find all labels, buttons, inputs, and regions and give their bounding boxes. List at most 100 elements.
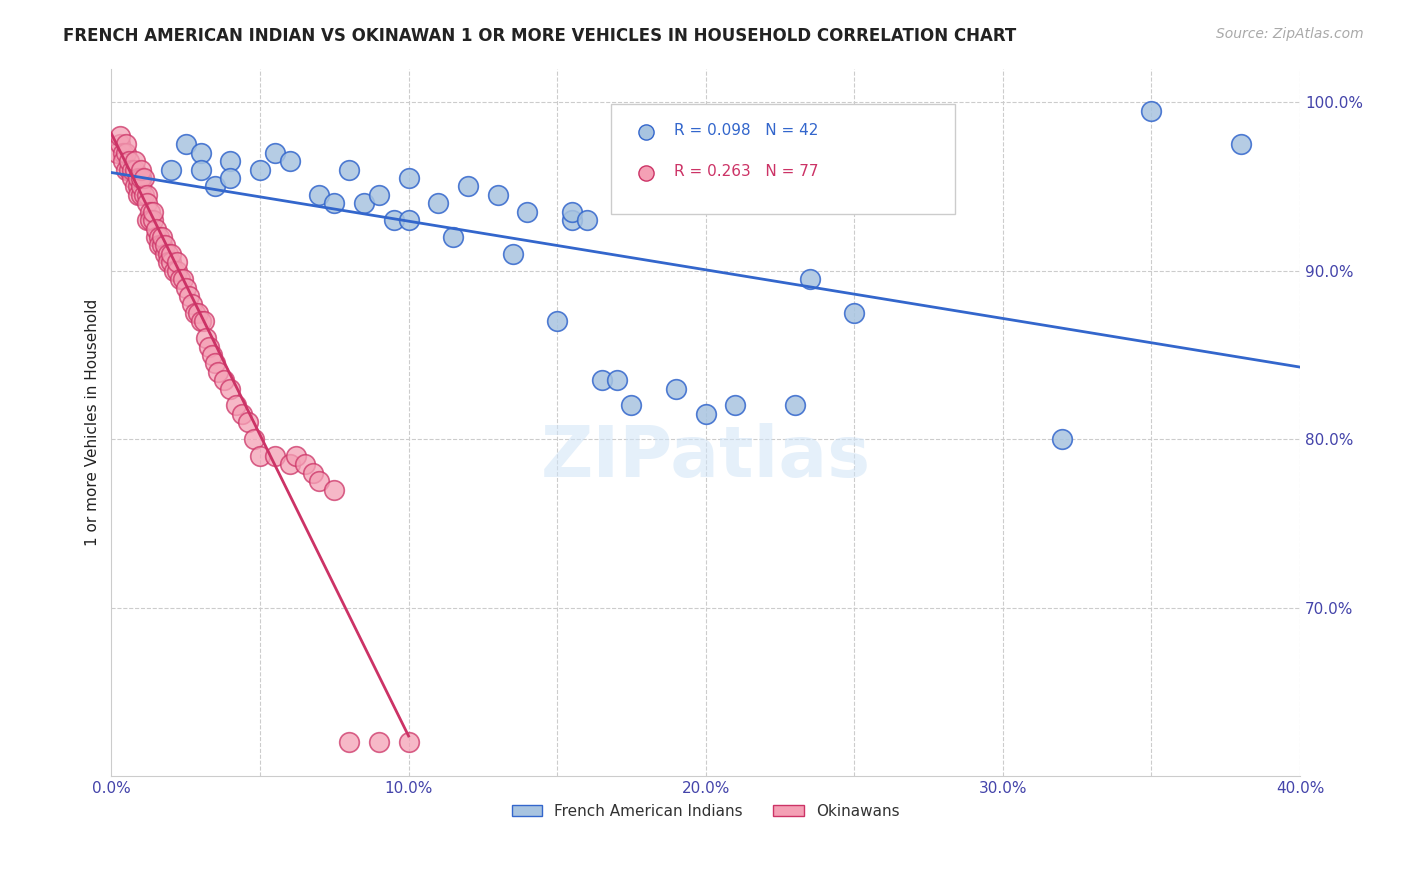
Point bbox=[502, 247, 524, 261]
Point bbox=[142, 204, 165, 219]
Point bbox=[546, 314, 568, 328]
Point bbox=[115, 162, 138, 177]
Point bbox=[1140, 103, 1163, 118]
Point bbox=[129, 171, 152, 186]
Point bbox=[160, 162, 183, 177]
Point bbox=[398, 735, 420, 749]
Point bbox=[118, 162, 141, 177]
Point bbox=[231, 407, 253, 421]
Text: ZIPatlas: ZIPatlas bbox=[541, 423, 870, 492]
Point bbox=[201, 348, 224, 362]
Point bbox=[145, 221, 167, 235]
Point bbox=[121, 162, 143, 177]
Point bbox=[561, 204, 583, 219]
Point bbox=[1229, 137, 1251, 152]
Point bbox=[156, 247, 179, 261]
Point bbox=[174, 280, 197, 294]
Point bbox=[198, 339, 221, 353]
Point bbox=[204, 179, 226, 194]
Text: R = 0.098   N = 42: R = 0.098 N = 42 bbox=[673, 122, 818, 137]
Point bbox=[367, 735, 389, 749]
Point bbox=[243, 432, 266, 446]
Point bbox=[115, 137, 138, 152]
FancyBboxPatch shape bbox=[610, 103, 955, 213]
Point bbox=[112, 154, 135, 169]
Point bbox=[219, 171, 242, 186]
Point bbox=[561, 213, 583, 227]
Point bbox=[308, 475, 330, 489]
Point bbox=[136, 213, 159, 227]
Point bbox=[124, 179, 146, 194]
Point bbox=[160, 255, 183, 269]
Point bbox=[115, 145, 138, 160]
Point bbox=[353, 196, 375, 211]
Point bbox=[284, 449, 307, 463]
Point bbox=[150, 230, 173, 244]
Point bbox=[207, 365, 229, 379]
Point bbox=[225, 399, 247, 413]
Point bbox=[156, 255, 179, 269]
Point bbox=[177, 289, 200, 303]
Point bbox=[127, 179, 149, 194]
Point bbox=[166, 255, 188, 269]
Text: FRENCH AMERICAN INDIAN VS OKINAWAN 1 OR MORE VEHICLES IN HOUSEHOLD CORRELATION C: FRENCH AMERICAN INDIAN VS OKINAWAN 1 OR … bbox=[63, 27, 1017, 45]
Point bbox=[516, 204, 538, 219]
Point bbox=[695, 407, 717, 421]
Legend: French American Indians, Okinawans: French American Indians, Okinawans bbox=[505, 798, 905, 825]
Point bbox=[278, 154, 301, 169]
Point bbox=[187, 306, 209, 320]
Point bbox=[160, 247, 183, 261]
Point bbox=[606, 373, 628, 387]
Point bbox=[214, 373, 236, 387]
Point bbox=[153, 238, 176, 252]
Point bbox=[844, 306, 866, 320]
Point bbox=[323, 483, 346, 497]
Point bbox=[591, 373, 613, 387]
Point bbox=[195, 331, 218, 345]
Point bbox=[139, 213, 162, 227]
Point bbox=[124, 154, 146, 169]
Point bbox=[124, 162, 146, 177]
Point bbox=[172, 272, 194, 286]
Point bbox=[145, 230, 167, 244]
Point bbox=[129, 171, 152, 186]
Point bbox=[118, 154, 141, 169]
Point bbox=[148, 238, 170, 252]
Point bbox=[153, 247, 176, 261]
Point bbox=[190, 314, 212, 328]
Point bbox=[169, 272, 191, 286]
Point bbox=[294, 458, 316, 472]
Point bbox=[367, 187, 389, 202]
Point bbox=[163, 263, 186, 277]
Point bbox=[105, 145, 128, 160]
Point bbox=[783, 399, 806, 413]
Point bbox=[799, 272, 821, 286]
Point bbox=[323, 196, 346, 211]
Point bbox=[112, 145, 135, 160]
Point bbox=[136, 196, 159, 211]
Point bbox=[127, 187, 149, 202]
Point bbox=[193, 314, 215, 328]
Point bbox=[263, 449, 285, 463]
Point bbox=[665, 382, 688, 396]
Point bbox=[575, 213, 598, 227]
Point bbox=[129, 179, 152, 194]
Point bbox=[110, 128, 132, 143]
Point bbox=[337, 162, 360, 177]
Point bbox=[127, 171, 149, 186]
Point bbox=[190, 162, 212, 177]
Point bbox=[219, 154, 242, 169]
Point bbox=[166, 263, 188, 277]
Point bbox=[150, 238, 173, 252]
Point bbox=[620, 399, 643, 413]
Point bbox=[441, 230, 464, 244]
Point bbox=[148, 230, 170, 244]
Point bbox=[1052, 432, 1074, 446]
Point bbox=[219, 382, 242, 396]
Point bbox=[636, 187, 658, 202]
Y-axis label: 1 or more Vehicles in Household: 1 or more Vehicles in Household bbox=[86, 299, 100, 546]
Point bbox=[263, 145, 285, 160]
Point bbox=[183, 306, 205, 320]
Point bbox=[132, 187, 155, 202]
Point bbox=[486, 187, 509, 202]
